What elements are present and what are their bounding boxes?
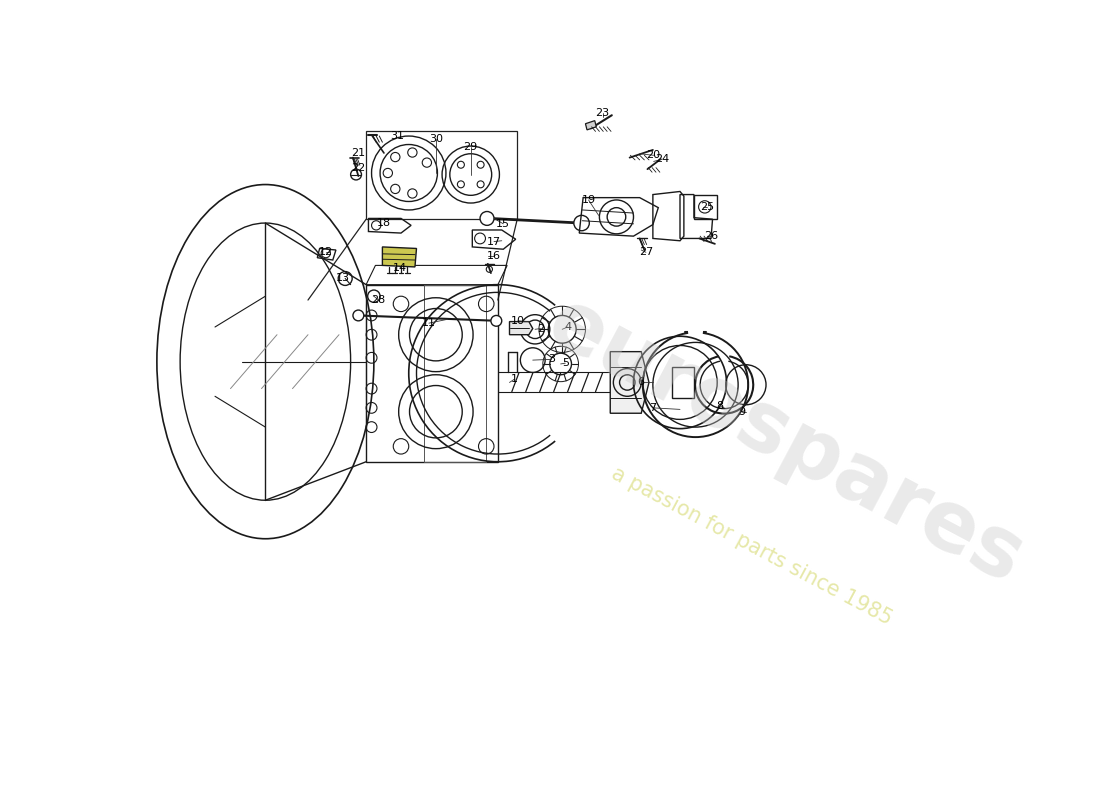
Text: 7: 7 xyxy=(649,403,657,413)
Text: 30: 30 xyxy=(429,134,443,144)
Text: 19: 19 xyxy=(582,195,595,205)
Text: 29: 29 xyxy=(463,142,477,152)
Polygon shape xyxy=(509,322,532,334)
Text: 25: 25 xyxy=(700,202,714,212)
Polygon shape xyxy=(383,247,417,267)
Text: 28: 28 xyxy=(372,295,386,305)
Circle shape xyxy=(491,315,502,326)
Text: 11: 11 xyxy=(422,318,436,328)
Text: 17: 17 xyxy=(487,237,502,246)
Text: eurospares: eurospares xyxy=(534,282,1037,601)
Text: 18: 18 xyxy=(377,218,390,228)
Text: 24: 24 xyxy=(656,154,669,164)
Text: 16: 16 xyxy=(487,251,500,261)
Text: 4: 4 xyxy=(564,322,571,332)
Text: 8: 8 xyxy=(717,401,724,410)
Circle shape xyxy=(574,215,590,230)
Polygon shape xyxy=(585,121,596,130)
Text: 20: 20 xyxy=(647,150,661,160)
Text: 1: 1 xyxy=(510,374,518,384)
Text: 2: 2 xyxy=(537,323,544,334)
Text: 12: 12 xyxy=(319,247,333,258)
Text: 13: 13 xyxy=(336,274,350,283)
Text: 21: 21 xyxy=(351,148,365,158)
Polygon shape xyxy=(610,352,649,414)
Text: 23: 23 xyxy=(595,108,609,118)
Text: 5: 5 xyxy=(562,358,569,368)
Text: 27: 27 xyxy=(639,247,653,258)
Circle shape xyxy=(353,310,364,321)
Text: 6: 6 xyxy=(638,378,645,387)
Text: 31: 31 xyxy=(390,131,404,141)
Text: 22: 22 xyxy=(351,162,365,173)
Text: 15: 15 xyxy=(496,219,510,229)
Text: a passion for parts since 1985: a passion for parts since 1985 xyxy=(607,463,895,629)
Text: 9: 9 xyxy=(738,406,746,417)
Text: 26: 26 xyxy=(704,231,718,241)
Text: 10: 10 xyxy=(512,316,525,326)
Circle shape xyxy=(480,211,494,226)
Text: 3: 3 xyxy=(548,354,554,364)
Text: 14: 14 xyxy=(393,263,407,274)
